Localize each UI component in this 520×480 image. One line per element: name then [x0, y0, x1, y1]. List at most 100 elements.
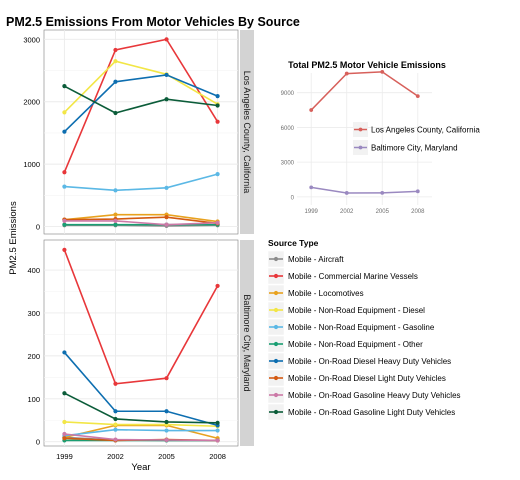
data-point	[215, 172, 220, 177]
y-axis-label: PM2.5 Emissions	[8, 201, 19, 275]
legend-entry: Mobile - Non-Road Equipment - Other	[288, 340, 423, 349]
legend-entry: Mobile - On-Road Gasoline Light Duty Veh…	[288, 408, 455, 417]
inset-legend-entry: Baltimore City, Maryland	[371, 144, 458, 153]
y-tick-label: 0	[36, 438, 40, 447]
legend-entry: Mobile - On-Road Gasoline Heavy Duty Veh…	[288, 391, 461, 400]
facet-strip-0	[240, 30, 254, 234]
data-point	[62, 110, 67, 115]
inset-x-tick-label: 2002	[340, 209, 354, 215]
x-tick-label: 2002	[107, 452, 124, 461]
data-point	[164, 428, 169, 433]
y-tick-label: 100	[27, 395, 40, 404]
x-tick-label: 1999	[56, 452, 73, 461]
data-point	[113, 218, 118, 223]
data-point	[164, 437, 169, 443]
data-point	[164, 376, 169, 381]
legend-entry: Mobile - Locomotives	[288, 289, 364, 298]
series-line	[64, 392, 218, 424]
y-tick-label: 1000	[23, 160, 40, 169]
inset-x-tick-label: 2005	[376, 209, 390, 215]
data-point	[164, 37, 169, 42]
legend-entry: Mobile - On-Road Diesel Light Duty Vehic…	[288, 374, 446, 383]
legend-entry: Mobile - Commercial Marine Vessels	[288, 272, 418, 281]
legend-entry: Mobile - On-Road Diesel Heavy Duty Vehic…	[288, 357, 451, 366]
data-point	[62, 84, 67, 89]
series-line	[63, 60, 218, 113]
data-point	[215, 220, 220, 225]
data-point	[164, 72, 169, 78]
inset-y-tick-label: 0	[291, 195, 295, 201]
data-point	[62, 222, 67, 227]
facet-strip-label: Baltimore City, Maryland	[242, 294, 252, 391]
legend-marker	[273, 392, 279, 398]
legend-entry: Mobile - Aircraft	[288, 255, 344, 264]
inset-x-tick-label: 2008	[411, 209, 425, 215]
legend-marker	[273, 273, 279, 279]
data-point	[62, 419, 67, 425]
inset-data-point	[380, 69, 385, 74]
data-point	[113, 409, 118, 414]
legend-marker	[273, 307, 279, 313]
inset-series-line	[311, 186, 418, 194]
legend-marker	[273, 290, 279, 296]
legend-marker	[273, 409, 279, 415]
y-tick-label: 2000	[23, 98, 40, 107]
data-point	[113, 59, 118, 64]
data-point	[215, 94, 220, 99]
series-line	[64, 85, 218, 114]
data-point	[62, 436, 67, 441]
data-point	[62, 247, 67, 252]
y-tick-label: 300	[27, 309, 40, 318]
data-point	[62, 391, 67, 396]
inset-y-tick-label: 9000	[281, 91, 295, 97]
data-point	[62, 184, 67, 189]
data-point	[215, 438, 220, 443]
data-point	[113, 212, 118, 217]
facet-strip-1	[240, 240, 254, 446]
series-line	[64, 173, 218, 192]
data-point	[113, 437, 118, 442]
data-point	[113, 381, 118, 386]
series-line	[64, 421, 218, 428]
x-tick-label: 2005	[158, 452, 175, 461]
series-line	[63, 351, 218, 427]
x-axis-label: Year	[131, 462, 150, 473]
facet-strip-label: Los Angeles County, California	[242, 71, 252, 193]
data-point	[62, 129, 67, 134]
legend-marker	[273, 324, 279, 330]
series-line	[63, 38, 219, 173]
series-line	[64, 428, 218, 437]
facet-panel-0	[43, 29, 239, 235]
legend-marker	[273, 375, 279, 381]
y-tick-label: 3000	[23, 35, 40, 44]
inset-y-tick-label: 6000	[281, 126, 295, 132]
data-point	[113, 427, 118, 432]
data-point	[164, 97, 169, 102]
series-line	[63, 249, 219, 385]
series-line	[63, 74, 218, 133]
data-point	[62, 218, 67, 223]
inset-data-point	[415, 94, 420, 99]
inset-data-point	[415, 189, 420, 194]
data-point	[62, 170, 67, 175]
x-tick-label: 2008	[209, 452, 226, 461]
legend-marker	[273, 256, 279, 262]
data-point	[113, 422, 118, 427]
data-point	[215, 428, 220, 433]
legend-marker	[273, 341, 279, 347]
inset-panel	[297, 73, 432, 205]
inset-series-line	[310, 71, 419, 111]
inset-x-tick-label: 1999	[305, 209, 319, 215]
series-line	[64, 216, 218, 225]
data-point	[113, 47, 118, 53]
legend-entry: Mobile - Non-Road Equipment - Gasoline	[288, 323, 435, 332]
inset-legend-entry: Los Angeles County, California	[371, 126, 480, 135]
y-tick-label: 0	[36, 223, 40, 232]
data-point	[164, 215, 169, 220]
series-line	[64, 213, 218, 223]
data-point	[164, 409, 169, 414]
data-point	[113, 79, 118, 84]
data-point	[113, 222, 118, 227]
data-point	[62, 350, 67, 355]
